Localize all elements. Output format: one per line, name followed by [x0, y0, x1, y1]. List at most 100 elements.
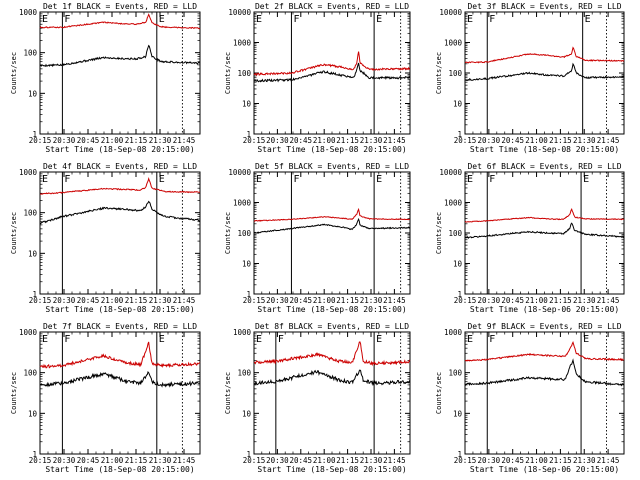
y-tick-label: 1 — [457, 130, 462, 139]
x-tick-label: 21:30 — [360, 136, 383, 145]
time-marker-label: E — [42, 14, 48, 25]
lld-series-line — [39, 13, 201, 30]
y-tick-label: 100 — [237, 229, 251, 238]
x-tick-label: 20:45 — [290, 136, 313, 145]
x-tick-label: 20:15 — [29, 136, 52, 145]
y-axis-label: Counts/sec — [435, 372, 443, 414]
time-marker-label: E — [256, 334, 262, 345]
x-tick-label: 21:15 — [125, 456, 148, 465]
x-tick-label: 21:30 — [149, 136, 172, 145]
x-tick-label: 21:00 — [313, 136, 336, 145]
events-series-line — [464, 62, 625, 81]
x-tick-label: 20:45 — [290, 296, 313, 305]
y-axis-label: Counts/sec — [10, 52, 18, 94]
y-tick-label: 1000 — [444, 39, 463, 48]
time-marker-label: E — [256, 14, 262, 25]
time-marker-label: E — [376, 334, 382, 345]
time-marker-label: F — [293, 14, 299, 25]
chart-title: Det 4f BLACK = Events, RED = LLD — [43, 162, 197, 171]
plot-frame — [464, 11, 625, 135]
y-tick-label: 1000 — [233, 39, 252, 48]
y-tick-label: 10 — [453, 100, 463, 109]
y-tick-label: 10 — [28, 409, 38, 418]
y-tick-label: 1 — [246, 130, 251, 139]
chart-panel: Det 7f BLACK = Events, RED = LLD 1 10 100 10… — [10, 322, 201, 474]
x-tick-label: 20:45 — [77, 296, 100, 305]
y-tick-label: 1 — [246, 450, 251, 459]
time-marker-label: E — [42, 174, 48, 185]
y-tick-label: 1 — [32, 450, 37, 459]
x-tick-label: 21:45 — [173, 456, 196, 465]
chart-title: Det 3f BLACK = Events, RED = LLD — [467, 2, 621, 11]
time-marker-label: E — [376, 14, 382, 25]
y-tick-label: 1000 — [233, 328, 252, 337]
y-tick-label: 10 — [28, 249, 38, 258]
x-tick-label: 20:45 — [77, 136, 100, 145]
chart-panel: Det 5f BLACK = Events, RED = LLD 1 10 100 10… — [224, 162, 411, 314]
x-tick-label: 20:15 — [243, 456, 266, 465]
x-tick-label: 20:30 — [478, 136, 501, 145]
x-tick-label: 21:00 — [525, 296, 548, 305]
x-tick-label: 20:30 — [478, 456, 501, 465]
y-tick-label: 100 — [448, 229, 462, 238]
x-tick-label: 20:45 — [501, 456, 524, 465]
chart-title: Det 8f BLACK = Events, RED = LLD — [255, 322, 409, 331]
x-tick-label: 21:15 — [336, 136, 359, 145]
y-axis-label: Counts/sec — [10, 212, 18, 254]
y-tick-label: 1000 — [444, 328, 463, 337]
lld-series-line — [253, 51, 411, 77]
x-tick-label: 21:30 — [573, 296, 596, 305]
x-tick-label: 20:15 — [29, 456, 52, 465]
y-tick-label: 10 — [453, 409, 463, 418]
y-tick-label: 1000 — [19, 8, 38, 17]
x-tick-label: 21:30 — [360, 296, 383, 305]
time-marker-label: E — [376, 174, 382, 185]
time-marker-label: E — [159, 334, 165, 345]
x-tick-label: 20:30 — [53, 456, 76, 465]
y-tick-label: 100 — [237, 69, 251, 78]
chart-title: Det 7f BLACK = Events, RED = LLD — [43, 322, 197, 331]
y-tick-label: 10 — [242, 409, 252, 418]
y-axis-label: Counts/sec — [224, 212, 232, 254]
x-axis-label: Start Time (18-Sep-06 20:15:00) — [470, 305, 619, 314]
x-tick-label: 21:30 — [573, 456, 596, 465]
x-axis-label: Start Time (18-Sep-08 20:15:00) — [470, 145, 619, 154]
chart-title: Det 2f BLACK = Events, RED = LLD — [255, 2, 409, 11]
events-series-line — [39, 370, 201, 388]
x-tick-label: 21:15 — [125, 296, 148, 305]
x-tick-label: 21:45 — [383, 456, 406, 465]
time-marker-label: F — [293, 174, 299, 185]
x-tick-label: 20:45 — [501, 136, 524, 145]
x-tick-label: 20:30 — [53, 296, 76, 305]
y-tick-label: 10 — [242, 100, 252, 109]
x-tick-label: 21:15 — [336, 456, 359, 465]
x-tick-label: 20:45 — [501, 296, 524, 305]
y-tick-label: 1000 — [19, 328, 38, 337]
time-marker-label: E — [159, 174, 165, 185]
chart-panel: Det 1f BLACK = Events, RED = LLD 1 10 100 10… — [10, 2, 201, 154]
chart-title: Det 5f BLACK = Events, RED = LLD — [255, 162, 409, 171]
lld-series-line — [40, 177, 201, 195]
time-marker-label: E — [159, 14, 165, 25]
lld-series-line — [254, 341, 411, 367]
chart-panel: Det 2f BLACK = Events, RED = LLD 1 10 100 10… — [224, 2, 411, 154]
x-tick-label: 21:30 — [360, 456, 383, 465]
x-tick-label: 21:45 — [173, 136, 196, 145]
x-tick-label: 21:30 — [149, 296, 172, 305]
x-axis-label: Start Time (18-Sep-08 20:15:00) — [257, 465, 406, 474]
y-tick-label: 10 — [242, 260, 252, 269]
x-axis-label: Start Time (18-Sep-06 20:15:00) — [470, 465, 619, 474]
x-tick-label: 21:45 — [597, 136, 620, 145]
time-marker-label: F — [64, 334, 70, 345]
y-tick-label: 1 — [32, 290, 37, 299]
events-series-line — [39, 44, 201, 68]
x-tick-label: 20:15 — [454, 136, 477, 145]
x-tick-label: 20:45 — [290, 456, 313, 465]
y-tick-label: 100 — [448, 369, 462, 378]
x-tick-label: 20:30 — [266, 136, 289, 145]
y-tick-label: 10000 — [439, 168, 462, 177]
x-axis-label: Start Time (18-Sep-08 20:15:00) — [45, 145, 194, 154]
x-tick-label: 21:45 — [597, 456, 620, 465]
lld-series-line — [39, 341, 201, 369]
